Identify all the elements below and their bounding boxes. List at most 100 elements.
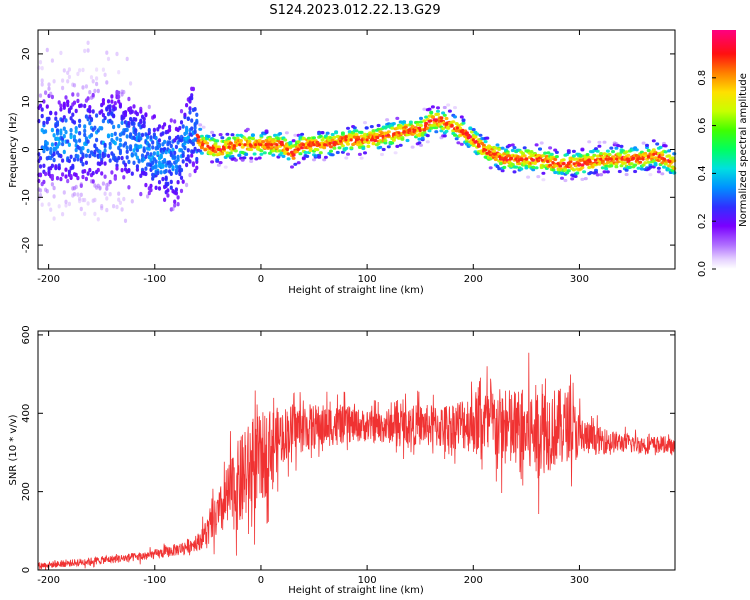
spectrogram-cell: [424, 115, 429, 119]
spectrogram-cell: [164, 175, 168, 180]
spectrogram-cell: [271, 138, 276, 142]
spectrogram-peak: [402, 130, 406, 134]
spectrogram-cell: [86, 48, 90, 53]
spectrogram-cell: [446, 125, 451, 129]
spectrogram-cell: [609, 162, 614, 166]
spectrogram-cell: [74, 172, 78, 178]
spectrogram-cell: [628, 165, 632, 169]
spectrogram-cell: [611, 150, 615, 154]
spectrogram-cell: [130, 199, 134, 204]
spectrogram-cell: [103, 142, 107, 148]
spectrogram-cell: [633, 169, 638, 174]
spectrogram-cell: [534, 166, 539, 170]
spectrogram-cell: [76, 175, 80, 181]
spectrogram-cell: [592, 153, 597, 157]
spectrogram-cell: [571, 168, 576, 172]
spectrogram-cell: [529, 150, 534, 154]
spectrogram-cell: [181, 179, 185, 184]
spectrogram-cell: [86, 171, 90, 176]
spectrogram-cell: [347, 130, 352, 134]
spectrogram-cell: [61, 118, 65, 123]
spectrogram-cell: [660, 153, 665, 157]
spectrogram-peak: [259, 143, 263, 147]
spectrogram-cell: [359, 130, 364, 134]
spectrogram-cell: [344, 146, 349, 150]
spectrogram-cell: [156, 170, 160, 176]
spectrogram-cell: [152, 151, 156, 156]
spectrogram-cell: [171, 165, 175, 170]
snr-plot-frame: [37, 330, 676, 571]
spectrogram-cell: [461, 121, 466, 125]
spectrogram-cell: [54, 116, 58, 121]
spectrogram-cell: [369, 125, 374, 129]
spectrogram-cell: [166, 188, 170, 193]
spectrogram-cell: [178, 125, 182, 131]
spectrogram-cell: [619, 164, 624, 168]
spectrogram-cell: [257, 138, 262, 142]
spectrogram-cell: [38, 172, 43, 177]
spectrogram-cell: [225, 151, 230, 155]
colorbar-ticks: 0.0 0.2 0.4 0.6 0.8: [697, 70, 716, 277]
spectrogram-peak: [636, 157, 640, 161]
spectrogram-cell: [354, 132, 359, 137]
spectrogram-cell: [346, 142, 350, 146]
spectrogram-cell: [274, 145, 279, 150]
spectrogram-cell: [106, 99, 111, 104]
spectrogram-cell: [242, 156, 247, 160]
y-tick-label: 400: [21, 404, 32, 423]
spectrogram-cell: [176, 180, 180, 185]
spectrogram-cell: [549, 152, 554, 156]
spectrogram-cell: [140, 153, 145, 158]
spectrogram-cell: [120, 120, 124, 126]
spectrogram-cell: [206, 134, 211, 139]
spectrogram-cell: [100, 126, 104, 131]
spectrogram-cell: [142, 148, 146, 153]
spectrogram-cell: [349, 146, 354, 150]
spectrogram-cell: [422, 119, 427, 123]
spectrogram-cell: [395, 144, 400, 148]
spectrogram-cell: [50, 142, 55, 147]
spectrogram-cell: [193, 129, 197, 134]
spectrogram-cell: [163, 197, 167, 202]
spectrogram-peak: [492, 152, 497, 156]
spectrogram-cell: [157, 143, 162, 149]
spectrogram-cell: [173, 199, 177, 204]
spectrogram-cell: [81, 67, 85, 73]
spectrogram-cell: [459, 115, 464, 119]
spectrogram-cell: [59, 103, 63, 108]
spectrogram-cell: [62, 126, 66, 131]
spectrogram-cell: [485, 136, 490, 140]
spectrogram-cell: [602, 140, 607, 144]
spectrogram-cell: [191, 141, 195, 147]
spectrogram-cell: [323, 134, 328, 138]
spectrogram-cell: [134, 131, 138, 137]
spectrogram-cell: [580, 148, 585, 152]
spectrogram-peak: [254, 143, 258, 147]
spectrogram-cell: [103, 191, 107, 196]
spectrogram-cell: [188, 172, 192, 178]
spectrogram-cell: [622, 161, 627, 165]
spectrogram-cell: [93, 143, 97, 148]
spectrogram-cell: [86, 139, 90, 144]
spectrogram-cell: [42, 99, 46, 104]
spectrogram-peak: [551, 161, 555, 165]
spectrogram-cell: [349, 134, 354, 138]
spectrogram-cell: [376, 141, 381, 146]
spectrogram-cell: [112, 114, 116, 119]
spectrogram-cell: [122, 196, 126, 202]
spectrogram-cell: [578, 153, 583, 157]
spectrogram-cell: [117, 191, 121, 196]
spectrogram-cell: [171, 206, 175, 212]
spectrogram-cell: [122, 131, 126, 136]
spectrogram-peak: [328, 141, 332, 146]
spectrogram-cell: [151, 145, 155, 150]
spectrogram-cell: [89, 75, 94, 80]
spectrogram-peak: [668, 159, 672, 164]
spectrogram-cell: [471, 128, 476, 132]
spectrogram-cell: [232, 146, 237, 150]
spectrogram-cell: [261, 140, 266, 144]
spectrogram-peak: [583, 161, 587, 165]
spectrogram-cell: [81, 174, 85, 180]
spectrogram-cell: [103, 161, 107, 166]
spectrogram-cell: [71, 112, 75, 117]
